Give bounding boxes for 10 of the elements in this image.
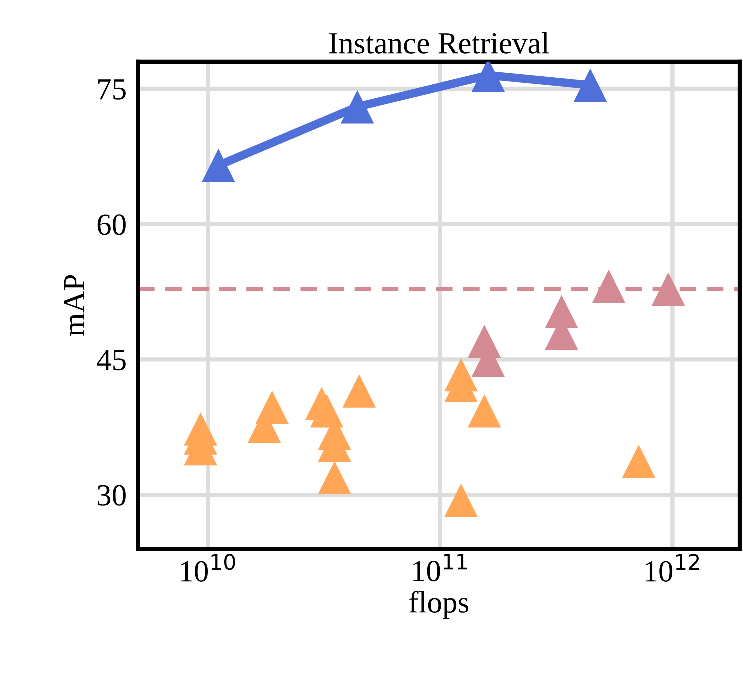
y-tick-label: 30	[98, 485, 126, 506]
x-tick-label: 10$^{12}$	[646, 554, 700, 582]
y-tick-label: 75	[98, 80, 126, 100]
y-tick-label: 45	[97, 350, 126, 371]
chart-title: Instance Retrieval	[330, 32, 550, 54]
y-axis-title: mAP	[64, 275, 84, 336]
y-tick-label: 60	[98, 214, 126, 236]
x-axis-title: flops	[410, 591, 469, 620]
x-tick-label: 10$^{10}$	[181, 554, 236, 582]
x-tick-label: 10$^{11}$	[414, 554, 467, 582]
